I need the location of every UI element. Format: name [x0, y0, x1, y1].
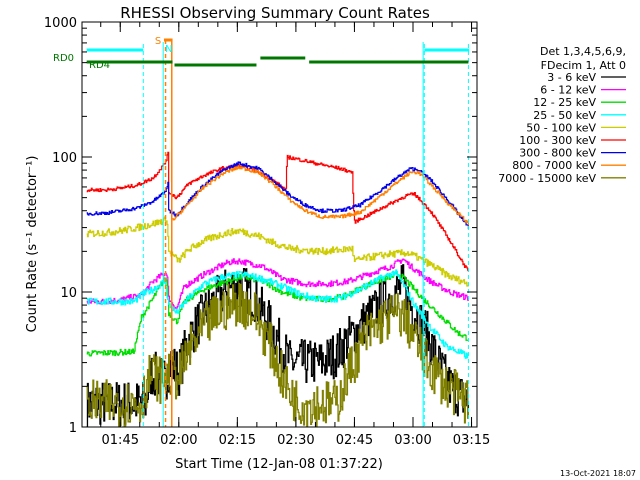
legend-label: 50 - 100 keV — [526, 121, 596, 134]
state-label-rd0: RD0 — [53, 53, 74, 64]
y-tick-label: 100 — [52, 151, 77, 166]
x-tick-label: 03:00 — [394, 433, 431, 448]
legend-label: 100 - 300 keV — [519, 134, 596, 147]
series-line-9 — [86, 282, 470, 428]
legend-label: 12 - 25 keV — [533, 96, 596, 109]
legend-label: 800 - 7000 keV — [512, 159, 596, 172]
x-tick-label: 02:00 — [160, 433, 197, 448]
series-line-6 — [86, 151, 470, 272]
legend-label: 6 - 12 keV — [540, 84, 596, 97]
legend-header-detectors: Det 1,3,4,5,6,9, — [540, 45, 626, 58]
legend-label: 3 - 6 keV — [547, 71, 596, 84]
markers-layer: RD0 RD4 SN — [53, 36, 470, 427]
legend-header-decimation: FDecim 1, Att 0 — [541, 59, 626, 72]
y-axis-label: Count Rate (s⁻¹ detector⁻¹) — [25, 156, 40, 333]
series-layer — [86, 151, 470, 428]
state-label-rd4: RD4 — [89, 60, 110, 71]
x-tick-label: 01:45 — [102, 433, 139, 448]
series-line-4 — [86, 269, 470, 359]
series-line-2 — [86, 258, 470, 309]
series-line-5 — [86, 216, 470, 287]
plot-area: RD0 RD4 SN 1 10 100 1000 01:45 02:00 02:15 02:30 0… — [44, 16, 490, 448]
flag-label-n: N — [165, 44, 172, 55]
x-tick-label: 02:30 — [277, 433, 314, 448]
y-tick-label: 1000 — [44, 16, 77, 31]
legend-label: 25 - 50 keV — [533, 109, 596, 122]
plot-frame — [81, 21, 478, 428]
chart-title: RHESSI Observing Summary Count Rates — [120, 4, 430, 22]
x-tick-label: 03:15 — [453, 433, 490, 448]
flag-label-s: S — [155, 36, 161, 47]
series-line-7 — [86, 161, 470, 230]
y-tick-label: 1 — [69, 421, 77, 436]
series-line-8 — [172, 165, 470, 226]
x-tick-label: 02:15 — [219, 433, 256, 448]
y-tick-label: 10 — [60, 286, 77, 301]
legend-label: 7000 - 15000 keV — [498, 172, 596, 185]
axis-ticks: 1 10 100 1000 01:45 02:00 02:15 02:30 02:45 03:00… — [44, 16, 490, 448]
footer-date: 13-Oct-2021 18:07 — [560, 469, 636, 478]
x-axis-label: Start Time (12-Jan-08 01:37:22) — [175, 457, 383, 472]
svg-text:Count Rate (s⁻¹ detector⁻¹): Count Rate (s⁻¹ detector⁻¹) — [25, 156, 40, 333]
legend: Det 1,3,4,5,6,9, FDecim 1, Att 0 3 - 6 k… — [498, 45, 626, 185]
legend-label: 300 - 800 keV — [519, 147, 596, 160]
x-tick-label: 02:45 — [336, 433, 373, 448]
